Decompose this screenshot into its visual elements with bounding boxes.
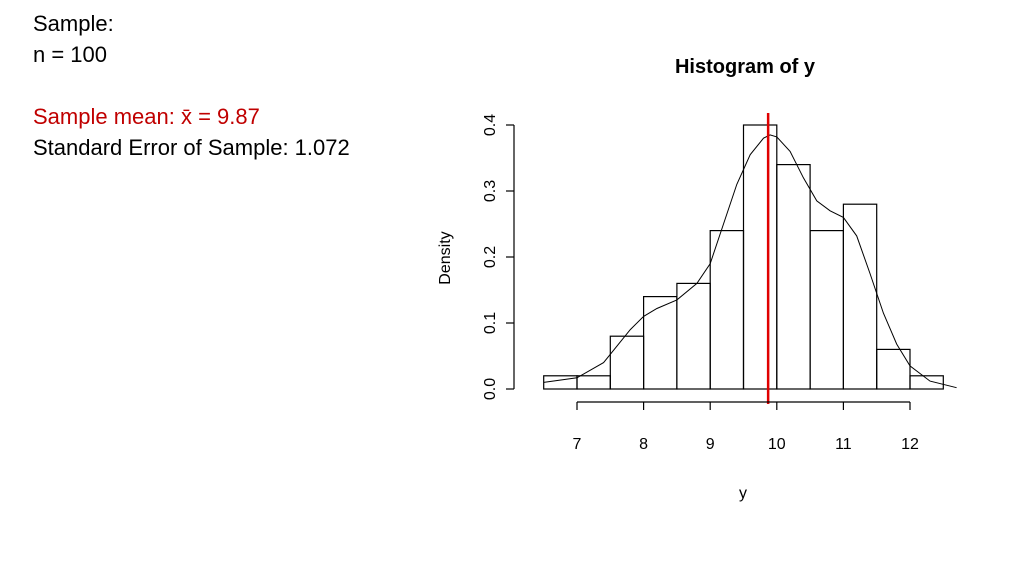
sample-label: Sample: <box>33 11 114 36</box>
histogram-bar <box>876 348 911 390</box>
y-tick-label: 0.0 <box>482 378 499 400</box>
standard-error: Standard Error of Sample: 1.072 <box>33 135 350 160</box>
histogram-bar <box>676 282 711 390</box>
y-axis-label: Density <box>437 231 454 284</box>
chart-title: Histogram of y <box>675 56 816 78</box>
y-tick-label: 0.3 <box>482 180 499 202</box>
sample-size: n = 100 <box>33 42 108 67</box>
histogram-bar <box>709 230 745 390</box>
histogram-bar <box>842 203 878 390</box>
histogram-bar <box>742 124 778 390</box>
histogram-bar <box>642 296 678 390</box>
x-tick-label: 9 <box>706 436 715 453</box>
histogram-bar <box>776 164 811 390</box>
histogram-bar <box>576 375 611 390</box>
x-tick-label: 10 <box>768 436 786 453</box>
x-axis-label: y <box>739 485 747 502</box>
histogram-bar <box>609 335 645 390</box>
histogram-bar <box>543 375 578 390</box>
y-tick-label: 0.2 <box>482 246 499 268</box>
plot-area: 7 8 9 10 11 12 0.0 0.1 0.2 0.3 0.4 <box>482 113 957 453</box>
sample-mean: Sample mean: x̄ = 9.87 <box>33 104 260 129</box>
sample-summary: Sample: n = 100 Sample mean: x̄ = 9.87 S… <box>33 8 350 163</box>
density-curve <box>543 134 957 389</box>
y-tick-label: 0.1 <box>482 312 499 334</box>
y-tick-label: 0.4 <box>482 114 499 136</box>
x-tick-label: 7 <box>573 436 582 453</box>
x-tick-label: 12 <box>901 436 919 453</box>
x-tick-label: 8 <box>639 436 648 453</box>
histogram-bar <box>809 230 844 390</box>
histogram-bar <box>909 375 944 390</box>
x-tick-label: 11 <box>835 436 852 453</box>
